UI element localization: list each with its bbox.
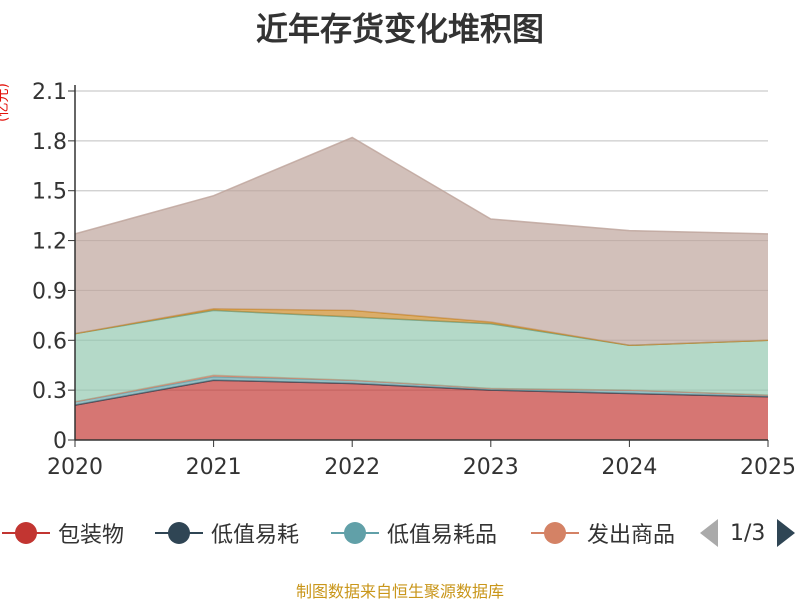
legend-item-baozhuangwu[interactable]: 包装物 <box>2 515 124 551</box>
y-tick-label: 0 <box>53 429 67 454</box>
x-tick-label: 2025 <box>740 455 796 480</box>
area-line-7 <box>74 136 769 235</box>
legend-pager: 1/3 <box>700 515 796 551</box>
area-series-0 <box>75 380 768 440</box>
legend-next-page-icon[interactable] <box>777 519 796 547</box>
legend-marker-icon <box>331 521 379 545</box>
series-areas <box>74 136 769 440</box>
axes: 0 0.3 0.6 0.9 1.2 1.5 1.8 2.1 2020 2021 2022 2023 20… <box>32 80 796 480</box>
y-tick-label: 2.1 <box>32 80 67 105</box>
y-tick-label: 1.5 <box>32 180 67 205</box>
legend-item-dizhiyihaopin[interactable]: 低值易耗品 <box>331 515 497 551</box>
legend-label: 低值易耗品 <box>387 523 498 548</box>
legend-prev-page-icon[interactable] <box>700 519 718 547</box>
area-series-2 <box>75 376 768 406</box>
area-series-7 <box>75 137 768 346</box>
legend-item-dizhiyihao[interactable]: 低值易耗 <box>155 515 299 551</box>
legend-page-indicator: 1/3 <box>730 520 766 546</box>
area-series-4 <box>75 310 768 402</box>
y-tick-label: 1.8 <box>32 130 67 155</box>
legend: 包装物 低值易耗 低值易耗品 发出商品 1/3 <box>0 515 800 551</box>
legend-label: 低值易耗 <box>211 523 300 548</box>
legend-marker-icon <box>155 521 203 545</box>
y-tick-label: 0.3 <box>32 379 67 404</box>
legend-label: 发出商品 <box>587 523 676 548</box>
x-tick-label: 2022 <box>324 455 380 480</box>
x-tick-label: 2023 <box>463 455 519 480</box>
data-source-note: 制图数据来自恒生聚源数据库 <box>295 582 504 601</box>
legend-marker-icon <box>2 521 50 545</box>
legend-label: 包装物 <box>58 523 125 548</box>
legend-marker-icon <box>531 521 579 545</box>
x-tick-label: 2021 <box>186 455 242 480</box>
y-tick-label: 0.6 <box>32 329 67 354</box>
x-tick-label: 2024 <box>601 455 657 480</box>
y-tick-label: 0.9 <box>32 279 67 304</box>
chart-title: 近年存货变化堆积图 <box>255 10 544 48</box>
x-tick-label: 2020 <box>47 455 103 480</box>
y-tick-label: 1.2 <box>32 230 67 255</box>
legend-item-fachushangpin[interactable]: 发出商品 <box>531 515 683 551</box>
